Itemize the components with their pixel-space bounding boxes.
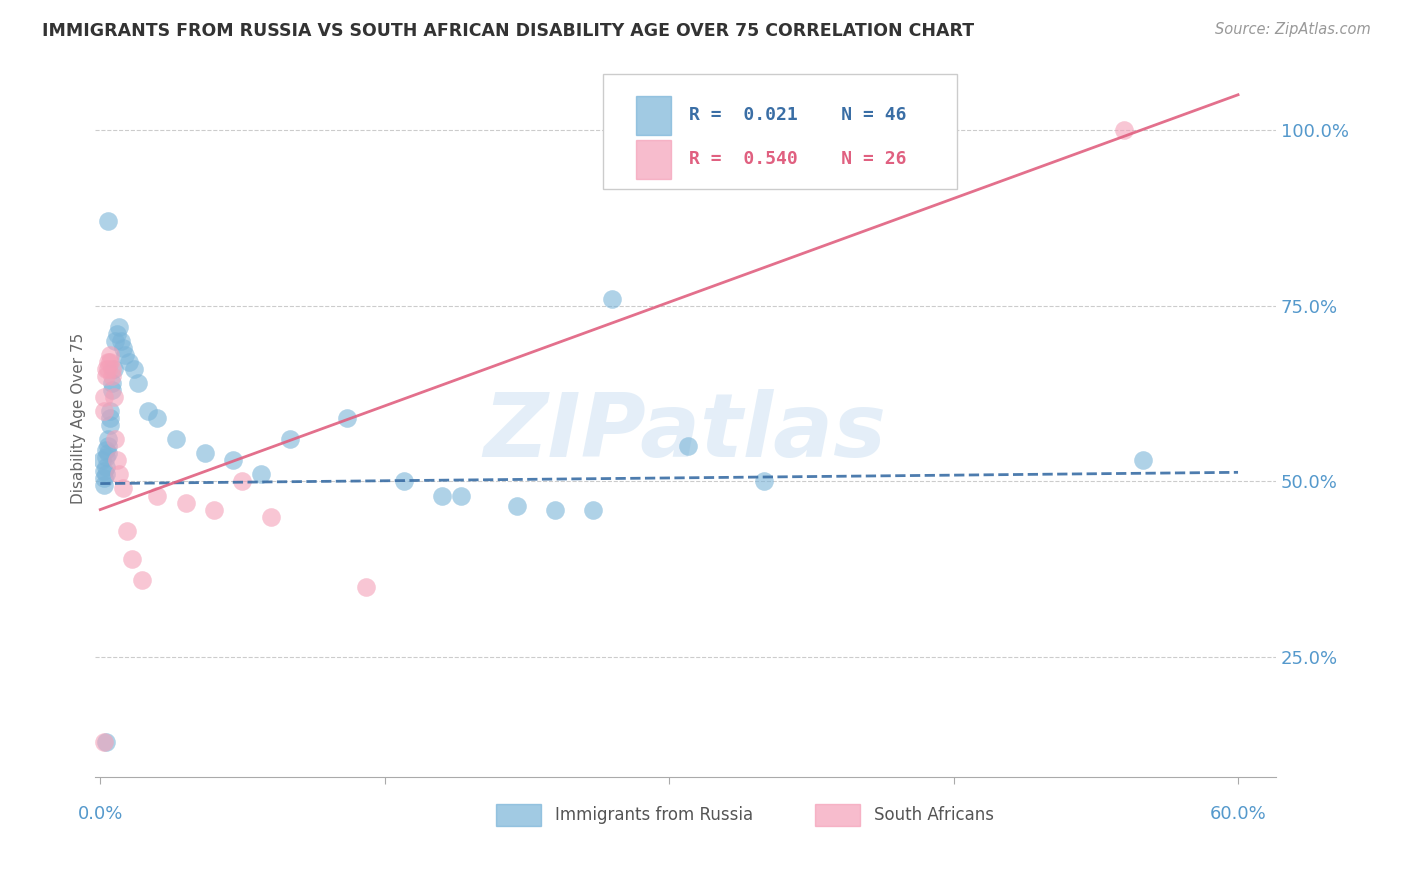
Point bbox=[94, 460, 117, 475]
Point bbox=[165, 432, 187, 446]
Point bbox=[97, 446, 120, 460]
Point bbox=[430, 489, 453, 503]
Point bbox=[94, 734, 117, 748]
Point bbox=[97, 362, 120, 376]
Point bbox=[97, 439, 120, 453]
Point bbox=[582, 502, 605, 516]
Point bbox=[103, 390, 125, 404]
Point bbox=[250, 467, 273, 482]
Point bbox=[100, 383, 122, 397]
Point bbox=[93, 390, 115, 404]
Point bbox=[392, 475, 415, 489]
Point bbox=[114, 348, 136, 362]
FancyBboxPatch shape bbox=[603, 74, 957, 189]
Point bbox=[193, 446, 215, 460]
Point bbox=[93, 478, 115, 492]
Point bbox=[118, 355, 141, 369]
Point bbox=[94, 362, 117, 376]
Text: 60.0%: 60.0% bbox=[1209, 805, 1267, 823]
Text: ZIPatlas: ZIPatlas bbox=[484, 389, 887, 476]
Text: 0.0%: 0.0% bbox=[77, 805, 122, 823]
Point bbox=[93, 404, 115, 418]
Point bbox=[94, 467, 117, 482]
Point bbox=[97, 355, 120, 369]
Point bbox=[121, 551, 143, 566]
Point bbox=[450, 489, 472, 503]
Point bbox=[600, 292, 623, 306]
Text: R =  0.021    N = 46: R = 0.021 N = 46 bbox=[689, 106, 907, 124]
Point bbox=[94, 369, 117, 384]
Point bbox=[278, 432, 301, 446]
Point bbox=[124, 362, 146, 376]
Point bbox=[104, 432, 127, 446]
Point bbox=[100, 376, 122, 390]
Text: IMMIGRANTS FROM RUSSIA VS SOUTH AFRICAN DISABILITY AGE OVER 75 CORRELATION CHART: IMMIGRANTS FROM RUSSIA VS SOUTH AFRICAN … bbox=[42, 22, 974, 40]
Point bbox=[115, 524, 138, 538]
Point bbox=[94, 450, 117, 464]
Point bbox=[111, 341, 134, 355]
Point bbox=[97, 432, 120, 446]
Point bbox=[98, 404, 121, 418]
Point bbox=[98, 355, 121, 369]
Point bbox=[231, 475, 253, 489]
Point bbox=[98, 418, 121, 433]
Point bbox=[131, 573, 153, 587]
Point bbox=[506, 499, 529, 513]
Point bbox=[94, 442, 117, 457]
Point bbox=[202, 502, 225, 516]
Point bbox=[127, 376, 149, 390]
Bar bbox=[636, 140, 671, 179]
Point bbox=[354, 580, 377, 594]
Point bbox=[108, 467, 131, 482]
Text: South Africans: South Africans bbox=[875, 805, 994, 824]
Point bbox=[98, 411, 121, 425]
Point bbox=[136, 404, 159, 418]
Point bbox=[111, 482, 134, 496]
Point bbox=[93, 471, 115, 485]
Point bbox=[174, 495, 197, 509]
Point bbox=[91, 453, 114, 467]
Point bbox=[100, 362, 122, 376]
Point bbox=[104, 334, 127, 348]
Point bbox=[110, 334, 132, 348]
Point bbox=[544, 502, 567, 516]
Point bbox=[260, 509, 283, 524]
Point bbox=[1114, 123, 1136, 137]
Point bbox=[1132, 453, 1154, 467]
Point bbox=[146, 411, 169, 425]
Point bbox=[105, 326, 128, 341]
Point bbox=[98, 348, 121, 362]
Bar bbox=[496, 804, 541, 825]
Point bbox=[93, 734, 115, 748]
Point bbox=[100, 369, 122, 384]
Bar bbox=[815, 804, 860, 825]
Point bbox=[676, 439, 699, 453]
Y-axis label: Disability Age Over 75: Disability Age Over 75 bbox=[72, 333, 86, 504]
Text: R =  0.540    N = 26: R = 0.540 N = 26 bbox=[689, 151, 907, 169]
Point bbox=[146, 489, 169, 503]
Point bbox=[103, 362, 125, 376]
Point bbox=[97, 214, 120, 228]
Bar bbox=[636, 95, 671, 135]
Point bbox=[108, 319, 131, 334]
Point bbox=[336, 411, 359, 425]
Point bbox=[222, 453, 245, 467]
Text: Source: ZipAtlas.com: Source: ZipAtlas.com bbox=[1215, 22, 1371, 37]
Point bbox=[105, 453, 128, 467]
Point bbox=[93, 464, 115, 478]
Point bbox=[752, 475, 775, 489]
Text: Immigrants from Russia: Immigrants from Russia bbox=[555, 805, 754, 824]
